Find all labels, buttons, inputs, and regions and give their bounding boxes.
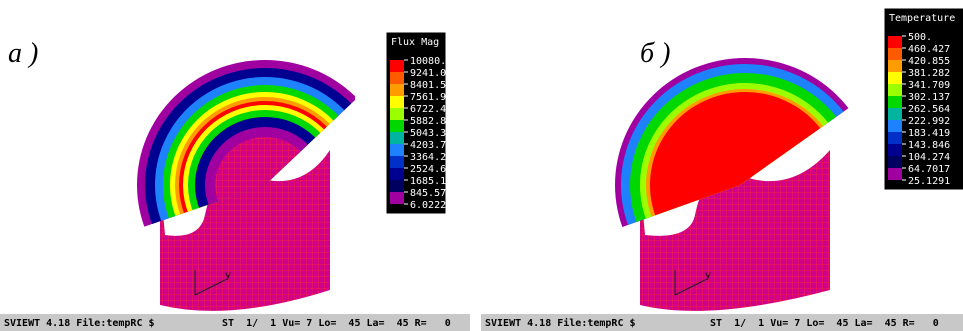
panel-label: б ) [640, 38, 670, 69]
legend-swatch [888, 156, 902, 168]
legend-swatch [888, 96, 902, 108]
legend-value: 64.7017 [908, 164, 950, 175]
piston-temperature [615, 58, 875, 312]
legend-swatch [390, 168, 404, 180]
legend-value: 420.855 [908, 56, 950, 67]
legend-swatch [390, 192, 404, 204]
legend-swatch [888, 72, 902, 84]
legend-value: 183.419 [908, 128, 950, 139]
legend-swatch [888, 84, 902, 96]
legend-swatch [390, 156, 404, 168]
axis-label: y [225, 270, 231, 281]
legend: Flux Mag 10080.69241.068401.517561.966722… [386, 32, 452, 214]
legend-value: 104.274 [908, 152, 950, 163]
legend-swatch [888, 60, 902, 72]
legend-value: 5882.86 [410, 116, 452, 127]
piston-flux [137, 60, 393, 311]
legend-value: 302.137 [908, 92, 950, 103]
legend-title: Temperature [889, 13, 955, 24]
legend-swatch [390, 144, 404, 156]
legend-value: 7561.96 [410, 92, 452, 103]
status-left: SVIEWT 4.18 File:tempRC $ [485, 317, 636, 329]
legend-value: 5043.31 [410, 128, 452, 139]
legend-value: 3364.21 [410, 152, 452, 163]
legend-value: 1685.12 [410, 176, 452, 187]
legend-swatch [390, 120, 404, 132]
legend-value: 845.571 [410, 188, 452, 199]
legend-swatch [390, 180, 404, 192]
status-left: SVIEWT 4.18 File:tempRC $ [4, 317, 155, 329]
legend-value: 25.1291 [908, 176, 950, 187]
legend-swatch [390, 72, 404, 84]
legend-value: 9241.06 [410, 68, 452, 79]
legend-swatch [888, 36, 902, 48]
legend-swatch [888, 168, 902, 180]
legend-swatch [390, 108, 404, 120]
panel-label: а ) [8, 38, 38, 69]
legend-swatch [888, 144, 902, 156]
legend-value: 4203.76 [410, 140, 452, 151]
legend-value: 6.02221 [410, 200, 452, 211]
legend-swatch [390, 84, 404, 96]
legend-value: 8401.51 [410, 80, 452, 91]
status-right: ST 1/ 1 Vu= 7 Lo= 45 La= 45 R= 0 [710, 318, 939, 329]
legend-value: 2524.67 [410, 164, 452, 175]
legend-swatch [888, 108, 902, 120]
legend-value: 460.427 [908, 44, 950, 55]
legend-value: 10080.6 [410, 56, 452, 67]
legend-swatch [390, 96, 404, 108]
legend-value: 262.564 [908, 104, 950, 115]
legend-title: Flux Mag [391, 37, 439, 48]
legend-swatch [390, 132, 404, 144]
legend-value: 143.846 [908, 140, 950, 151]
legend: Temperature 500.460.427420.855381.282341.… [884, 8, 963, 190]
figure: а )Flux Mag10080.69241.068401.517561.966… [0, 0, 963, 331]
legend-value: 381.282 [908, 68, 950, 79]
legend-value: 222.992 [908, 116, 950, 127]
legend-value: 341.709 [908, 80, 950, 91]
legend-swatch [888, 120, 902, 132]
axis-label: y [705, 270, 711, 281]
legend-value: 6722.41 [410, 104, 452, 115]
legend-swatch [888, 132, 902, 144]
legend-swatch [390, 60, 404, 72]
status-right: ST 1/ 1 Vu= 7 Lo= 45 La= 45 R= 0 [222, 318, 451, 329]
legend-swatch [888, 48, 902, 60]
legend-value: 500. [908, 32, 932, 43]
